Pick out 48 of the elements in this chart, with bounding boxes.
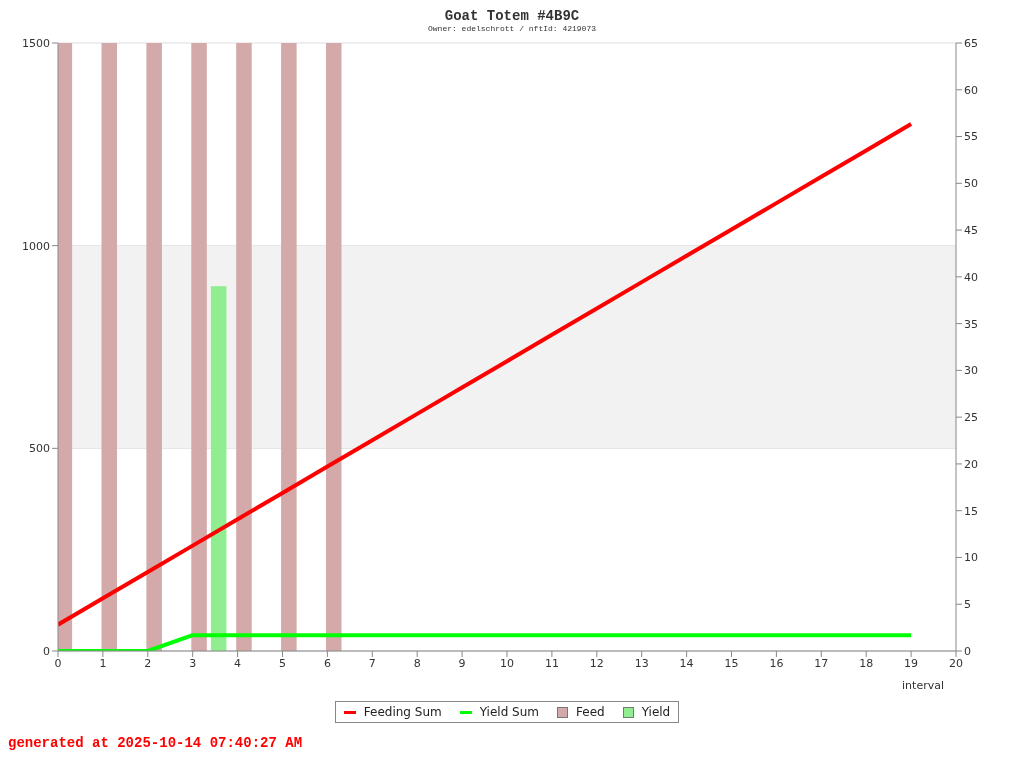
y2-tick-label: 35 [964, 317, 978, 331]
x-tick-label: 5 [279, 656, 286, 670]
x-tick-label: 10 [500, 656, 514, 670]
x-tick-label: 20 [949, 656, 963, 670]
y2-tick-label: 45 [964, 223, 978, 237]
y-tick-label: 1500 [22, 36, 50, 50]
x-tick-label: 12 [589, 656, 604, 670]
x-tick-label: 8 [413, 656, 421, 670]
line-series [58, 122, 914, 627]
x-tick-label: 11 [544, 656, 559, 670]
x-tick-label: 17 [814, 656, 829, 670]
legend-label: Yield [640, 705, 671, 719]
y2-tick-label: 55 [964, 130, 978, 144]
x-tick-label: 18 [859, 656, 874, 670]
x-tick-label: 0 [54, 656, 62, 670]
x-tick-label: 6 [323, 656, 331, 670]
x-tick-label: 2 [144, 656, 152, 670]
chart-subtitle: Owner: edelschrott / nftId: 4219073 [427, 24, 597, 33]
text: generated at 2025-10-14 07:40:27 AM [8, 735, 304, 751]
x-tick-label: 19 [904, 656, 919, 670]
y-tick-label: 1000 [22, 239, 50, 253]
y2-tick-label: 5 [964, 598, 971, 612]
y2-tick-label: 50 [964, 177, 978, 191]
y2-tick-label: 60 [964, 83, 978, 97]
y2-tick-label: 10 [964, 551, 978, 565]
y2-tick-label: 65 [964, 36, 978, 50]
chart-title: Goat Totem #4B9C [443, 8, 581, 24]
y2-tick-label: 0 [964, 644, 971, 658]
y-tick-label: 500 [29, 442, 50, 456]
x-axis-title: interval [902, 679, 944, 692]
x-tick-label: 7 [368, 656, 376, 670]
x-tick-label: 1 [99, 656, 107, 670]
legend-label: Feeding Sum [362, 705, 442, 719]
y2-tick-label: 30 [964, 364, 978, 378]
x-tick-label: 3 [189, 656, 197, 670]
y2-tick-label: 15 [964, 504, 978, 518]
x-tick-label: 4 [234, 656, 242, 670]
legend-label: Feed [575, 705, 605, 719]
y2-tick-label: 20 [964, 457, 978, 471]
y-tick-label: 0 [43, 644, 50, 658]
y2-tick-label: 40 [964, 270, 978, 284]
x-tick-label: 16 [769, 656, 784, 670]
x-tick-label: 13 [634, 656, 649, 670]
x-tick-label: 9 [458, 656, 466, 670]
y2-tick-label: 25 [964, 411, 978, 425]
x-tick-label: 15 [724, 656, 739, 670]
legend-label: Yield Sum [478, 705, 539, 719]
x-tick-label: 14 [679, 656, 694, 670]
